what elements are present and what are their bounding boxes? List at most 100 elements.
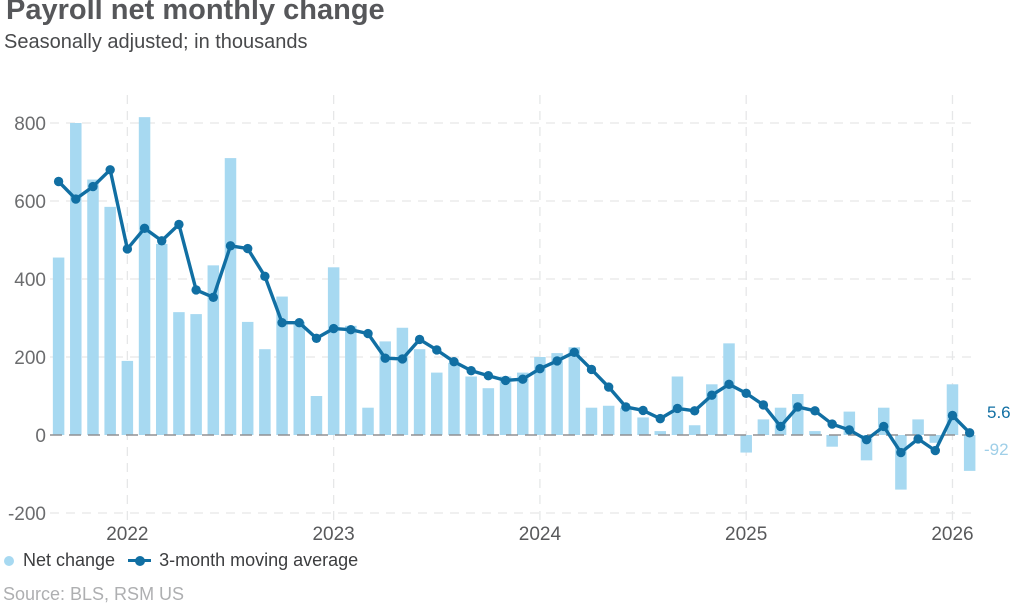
net-change-bar bbox=[912, 419, 924, 435]
net-change-bar bbox=[482, 388, 495, 435]
y-axis-tick-label: 600 bbox=[14, 192, 46, 213]
moving-average-point bbox=[569, 347, 579, 358]
moving-average-point bbox=[88, 181, 98, 192]
moving-average-point bbox=[896, 447, 906, 458]
net-change-bar bbox=[448, 362, 460, 435]
moving-average-point bbox=[466, 365, 476, 376]
net-change-bar bbox=[70, 123, 82, 435]
net-change-bar bbox=[87, 179, 99, 435]
x-axis-year-label: 2023 bbox=[312, 524, 354, 545]
moving-average-point bbox=[672, 403, 683, 414]
x-axis-year-label: 2025 bbox=[725, 524, 767, 545]
moving-average-legend-line-icon bbox=[128, 555, 152, 566]
moving-average-point bbox=[449, 356, 459, 367]
moving-average-point bbox=[242, 243, 253, 254]
moving-average-point bbox=[827, 419, 837, 429]
moving-average-point bbox=[930, 445, 940, 456]
net-change-bar bbox=[396, 327, 409, 435]
y-axis-tick-label: 800 bbox=[14, 114, 46, 135]
moving-average-point bbox=[346, 325, 356, 335]
net-change-bar bbox=[895, 435, 907, 490]
net-change-bar bbox=[860, 435, 873, 461]
net-change-bar bbox=[52, 257, 65, 435]
net-change-bar bbox=[654, 431, 666, 435]
moving-average-point bbox=[775, 421, 786, 432]
net-change-bar bbox=[602, 405, 615, 435]
moving-average-point bbox=[225, 241, 236, 251]
y-axis-tick-label: -200 bbox=[8, 504, 46, 525]
net-change-bar bbox=[946, 384, 959, 435]
net-change-bar bbox=[637, 417, 649, 435]
moving-average-point bbox=[913, 434, 923, 444]
moving-average-point bbox=[793, 402, 803, 412]
moving-average-point bbox=[861, 434, 872, 445]
y-axis-tick-label: 0 bbox=[35, 426, 46, 447]
moving-average-point bbox=[311, 333, 322, 343]
moving-average-point bbox=[191, 285, 201, 295]
net-change-bar bbox=[843, 411, 856, 435]
net-change-legend-dot-icon bbox=[4, 555, 14, 566]
net-change-bar bbox=[706, 384, 718, 435]
chart-legend: Net change 3-month moving average bbox=[4, 550, 371, 571]
moving-average-point bbox=[621, 402, 631, 412]
moving-average-point bbox=[810, 406, 820, 416]
net-change-bar bbox=[345, 325, 357, 435]
net-change-bar bbox=[121, 360, 134, 435]
moving-average-point bbox=[586, 364, 597, 375]
net-change-bar bbox=[310, 396, 323, 435]
moving-average-point bbox=[380, 353, 390, 363]
moving-average-point bbox=[552, 356, 562, 366]
net-change-bar bbox=[138, 117, 151, 436]
net-change-bar bbox=[413, 349, 426, 435]
moving-average-legend-midpoint-icon bbox=[134, 555, 145, 566]
moving-average-point bbox=[260, 271, 270, 281]
moving-average-point bbox=[724, 379, 734, 389]
net-change-bar bbox=[276, 296, 288, 435]
net-change-bar bbox=[379, 341, 391, 435]
moving-average-point bbox=[122, 244, 133, 254]
net-change-bar bbox=[929, 435, 942, 443]
moving-average-point bbox=[707, 390, 717, 400]
net-change-bar bbox=[224, 158, 237, 435]
moving-average-end-value-label: 5.6 bbox=[987, 403, 1011, 422]
moving-average-point bbox=[414, 334, 425, 345]
moving-average-point bbox=[277, 317, 287, 328]
moving-average-point bbox=[603, 382, 614, 392]
net-change-bar bbox=[585, 407, 598, 435]
moving-average-point bbox=[500, 375, 511, 386]
moving-average-point bbox=[294, 317, 304, 328]
moving-average-point bbox=[53, 176, 64, 187]
x-axis-year-label: 2022 bbox=[106, 524, 148, 545]
moving-average-point bbox=[879, 421, 889, 432]
moving-average-point bbox=[655, 413, 665, 424]
net-change-bar bbox=[826, 435, 838, 447]
net-change-bar bbox=[688, 425, 701, 435]
net-change-bar bbox=[173, 312, 185, 435]
net-change-bar bbox=[963, 435, 976, 471]
legend-moving-average-label: 3-month moving average bbox=[159, 550, 359, 570]
moving-average-point bbox=[689, 406, 700, 416]
chart-title: Payroll net monthly change bbox=[6, 0, 385, 26]
moving-average-point bbox=[157, 236, 167, 246]
moving-average-point bbox=[174, 219, 184, 230]
y-axis-tick-label: 200 bbox=[14, 348, 46, 369]
net-change-bar bbox=[723, 343, 735, 435]
net-change-bar bbox=[293, 321, 306, 435]
moving-average-point bbox=[208, 292, 219, 303]
net-change-bar bbox=[774, 407, 787, 435]
net-change-end-value-label: -92 bbox=[984, 440, 1009, 459]
moving-average-point bbox=[139, 223, 150, 233]
moving-average-point bbox=[844, 425, 855, 435]
moving-average-point bbox=[741, 388, 751, 398]
y-axis-tick-label: 400 bbox=[14, 270, 46, 291]
net-change-bar bbox=[534, 357, 546, 435]
net-change-bar bbox=[327, 267, 340, 435]
net-change-bar bbox=[465, 376, 477, 435]
moving-average-point bbox=[964, 428, 975, 438]
net-change-bar bbox=[620, 407, 632, 435]
moving-average-point bbox=[483, 371, 494, 381]
net-change-bar bbox=[809, 431, 821, 435]
net-change-bar bbox=[516, 372, 529, 435]
net-change-bar bbox=[362, 407, 374, 435]
